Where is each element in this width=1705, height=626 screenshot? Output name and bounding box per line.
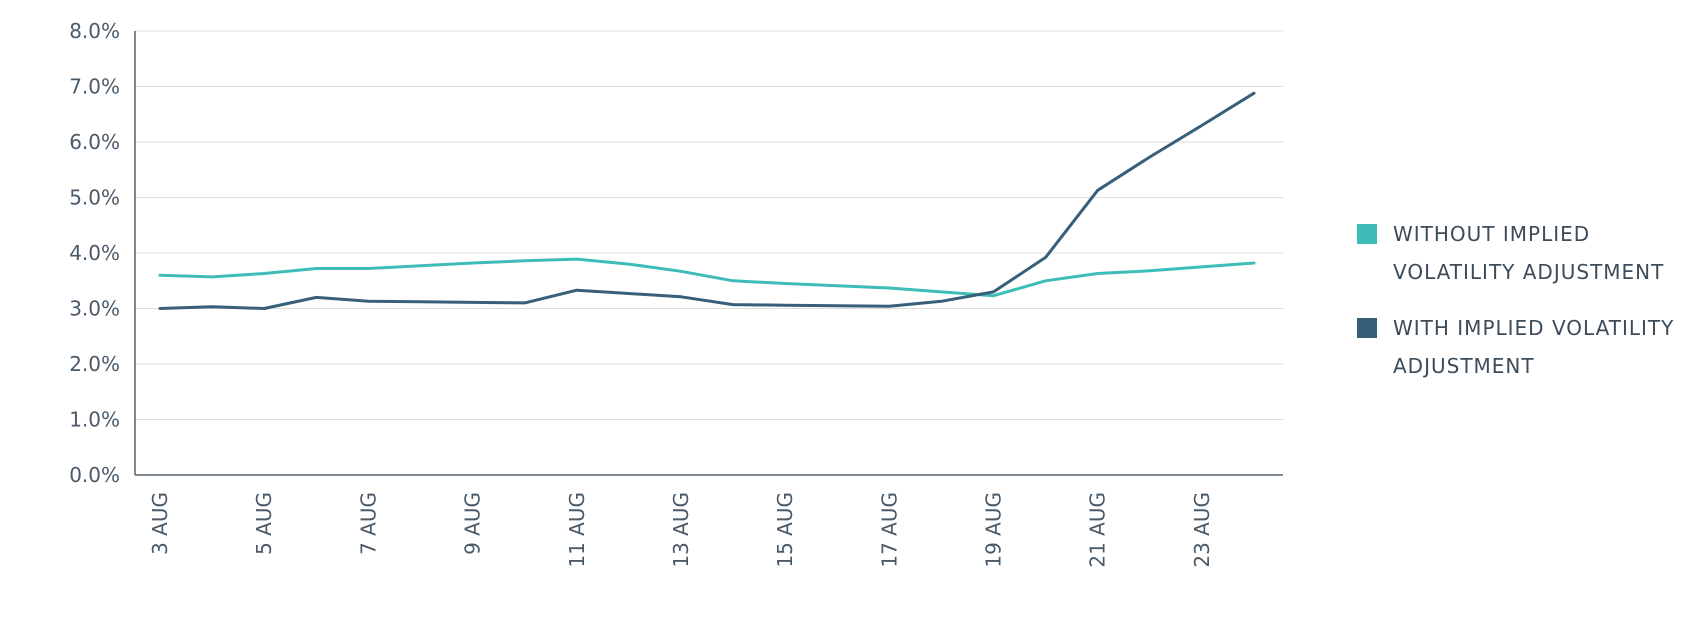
- x-tick-label: 21 AUG: [1086, 492, 1110, 568]
- legend-label-without-adjustment: WITHOUT IMPLIED VOLATILITY ADJUSTMENT: [1393, 222, 1665, 284]
- x-tick-label: 13 AUG: [669, 492, 693, 568]
- x-tick-label: 9 AUG: [461, 492, 485, 555]
- x-tick-label: 7 AUG: [356, 492, 380, 555]
- legend-swatch-with-adjustment: [1357, 318, 1377, 338]
- y-tick-label: 8.0%: [69, 19, 120, 43]
- y-tick-label: 6.0%: [69, 130, 120, 154]
- y-tick-label: 1.0%: [69, 408, 120, 432]
- legend-label-with-adjustment: WITH IMPLIED VOLATILITY ADJUSTMENT: [1393, 316, 1675, 378]
- x-tick-label: 19 AUG: [982, 492, 1006, 568]
- x-tick-label: 23 AUG: [1190, 492, 1214, 568]
- legend-item-with-adjustment: WITH IMPLIED VOLATILITY ADJUSTMENT: [1357, 309, 1702, 385]
- x-tick-label: 17 AUG: [877, 492, 901, 568]
- line-chart: 0.0% 1.0% 2.0% 3.0% 4.0% 5.0% 6.0% 7.0% 8.0% 3 A…: [69, 19, 1283, 568]
- legend-swatch-without-adjustment: [1357, 224, 1377, 244]
- y-axis-tick-labels: 0.0% 1.0% 2.0% 3.0% 4.0% 5.0% 6.0% 7.0% 8.0%: [69, 19, 120, 487]
- x-tick-label: 3 AUG: [148, 492, 172, 555]
- y-tick-label: 5.0%: [69, 186, 120, 210]
- gridlines: [135, 30, 1283, 420]
- series-line-with-adjustment: [158, 91, 1256, 310]
- x-tick-label: 15 AUG: [773, 492, 797, 568]
- y-tick-label: 3.0%: [69, 297, 120, 321]
- series-line-without-adjustment: [158, 257, 1256, 298]
- series-lines: [158, 91, 1256, 310]
- y-tick-label: 7.0%: [69, 75, 120, 99]
- legend-item-without-adjustment: WITHOUT IMPLIED VOLATILITY ADJUSTMENT: [1357, 215, 1702, 291]
- y-tick-label: 2.0%: [69, 352, 120, 376]
- x-tick-label: 11 AUG: [565, 492, 589, 568]
- legend: WITHOUT IMPLIED VOLATILITY ADJUSTMENT WI…: [1357, 215, 1702, 403]
- y-tick-label: 4.0%: [69, 241, 120, 265]
- x-axis-tick-labels: 3 AUG 5 AUG 7 AUG 9 AUG 11 AUG 13 AUG 15 AUG 17…: [148, 492, 1214, 568]
- y-tick-label: 0.0%: [69, 463, 120, 487]
- x-tick-label: 5 AUG: [252, 492, 276, 555]
- axes: [134, 31, 1283, 476]
